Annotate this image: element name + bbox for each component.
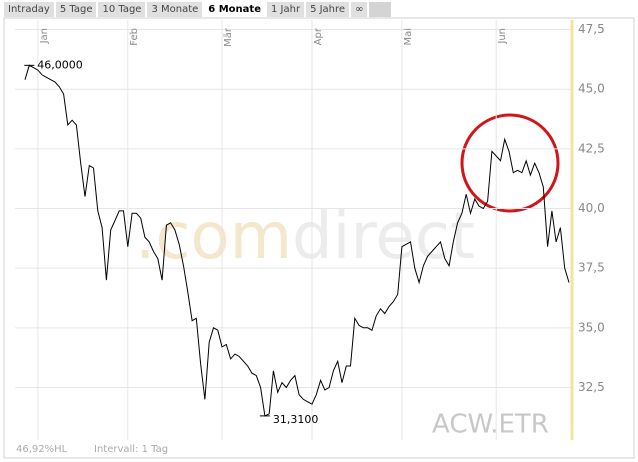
tab[interactable]: 10 Tage xyxy=(98,2,148,17)
tab[interactable]: 3 Monate xyxy=(147,2,205,17)
watermark: .comdirect xyxy=(135,200,475,274)
footer-range: 46,92%HL xyxy=(16,444,68,455)
y-tick-label: 35,0 xyxy=(578,320,605,334)
frame xyxy=(3,17,635,459)
low-label: 31,3100 xyxy=(273,413,319,426)
watermark-prefix: .com xyxy=(135,200,292,274)
tab[interactable]: ∞ xyxy=(351,2,370,17)
tab[interactable]: 5 Tage xyxy=(55,2,99,17)
highlight-circle xyxy=(460,113,560,213)
y-tick-label: 32,5 xyxy=(578,380,605,394)
x-tick-label: Apr xyxy=(313,27,324,45)
y-tick-label: 47,5 xyxy=(578,22,605,36)
high-label: 46,0000 xyxy=(37,58,82,71)
symbol: ACW.ETR xyxy=(432,410,549,440)
y-tick-label: 42,5 xyxy=(578,141,605,155)
watermark-suffix: direct xyxy=(292,200,475,274)
y-tick-label: 40,0 xyxy=(578,201,605,215)
x-tick-label: Jun xyxy=(497,28,508,45)
x-tick-label: Mär xyxy=(223,27,234,47)
tab[interactable]: 6 Monate xyxy=(204,2,267,17)
grid xyxy=(15,20,572,440)
tab[interactable]: 5 Jahre xyxy=(306,2,352,17)
x-tick-label: Mai xyxy=(403,28,414,46)
y-tick-label: 45,0 xyxy=(578,82,605,96)
x-tick-label: Jan xyxy=(39,28,50,44)
x-tick-label: Feb xyxy=(129,28,140,46)
tab[interactable]: Intraday xyxy=(4,2,56,17)
price-line xyxy=(24,64,570,417)
tab[interactable]: 1 Jahr xyxy=(266,2,307,17)
footer-interval: Intervall: 1 Tag xyxy=(94,444,168,455)
y-tick-label: 37,5 xyxy=(578,261,605,275)
tab-bar: Intraday 5 Tage 10 Tage 3 Monate 6 Monate 1 J… xyxy=(4,2,392,17)
